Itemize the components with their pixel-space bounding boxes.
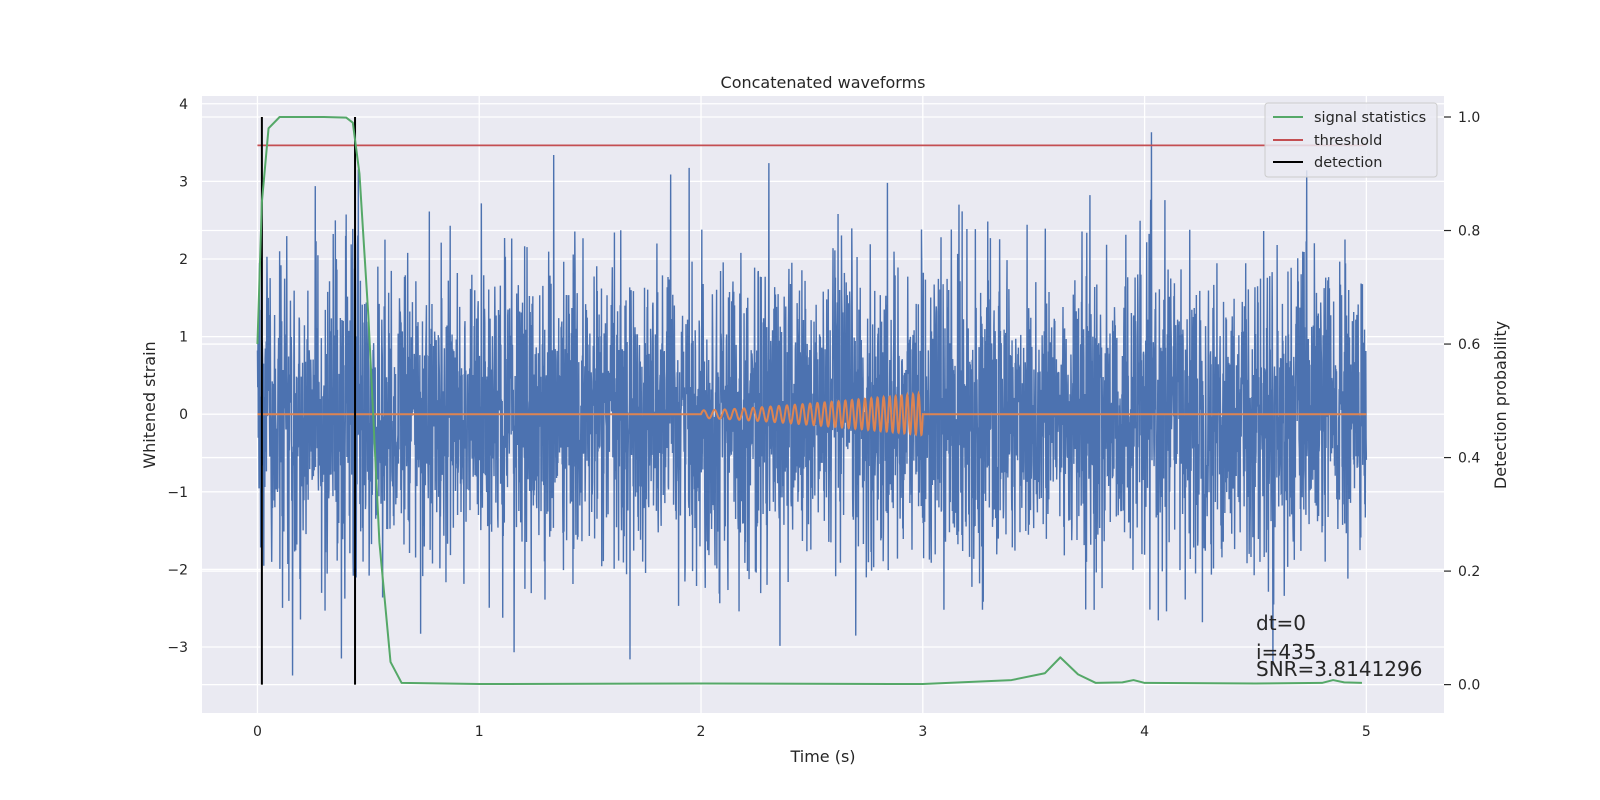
series-signal-statistics bbox=[256, 116, 1362, 686]
y-tick-label: −1 bbox=[167, 485, 188, 501]
series-whitened-strain bbox=[256, 132, 1368, 676]
annotation-snr: SNR=3.8141296 bbox=[1256, 657, 1422, 681]
right-axis-ticks: 0.0 0.2 0.4 0.6 0.8 1.0 bbox=[1444, 110, 1480, 694]
x-tick-label: 0 bbox=[253, 724, 262, 740]
x-axis-ticks: 0 1 2 3 4 5 bbox=[253, 724, 1371, 740]
annotation-index: i=435 bbox=[1256, 640, 1317, 664]
x-tick-label: 2 bbox=[697, 724, 706, 740]
x-tick-label: 5 bbox=[1362, 724, 1371, 740]
series-injected-signal bbox=[257, 390, 1367, 437]
legend-label-detection: detection bbox=[1314, 155, 1382, 171]
right-tick-label: 0.2 bbox=[1458, 564, 1480, 580]
legend-box bbox=[1264, 102, 1438, 178]
right-tick-label: 0.8 bbox=[1458, 224, 1480, 240]
legend-label-signal-statistics: signal statistics bbox=[1314, 110, 1426, 126]
y-tick-label: 3 bbox=[179, 174, 188, 190]
left-axis-ticks: −3 −2 −1 0 1 2 3 4 bbox=[167, 97, 188, 656]
x-tick-label: 4 bbox=[1140, 724, 1149, 740]
annotation-dt: dt=0 bbox=[1256, 611, 1306, 635]
right-tick-label: 0.0 bbox=[1458, 678, 1480, 694]
y-tick-label: 2 bbox=[179, 252, 188, 268]
right-tick-label: 0.4 bbox=[1458, 451, 1480, 467]
x-tick-label: 3 bbox=[918, 724, 927, 740]
legend: signal statistics threshold detection bbox=[1264, 102, 1438, 178]
y-tick-label: 4 bbox=[179, 97, 188, 113]
series-layer bbox=[256, 116, 1368, 686]
y-axis-label: Whitened strain bbox=[140, 341, 159, 468]
y-tick-label: 1 bbox=[179, 330, 188, 346]
right-tick-label: 1.0 bbox=[1458, 110, 1480, 126]
y-tick-label: 0 bbox=[179, 407, 188, 423]
chart-title: Concatenated waveforms bbox=[721, 73, 926, 92]
right-tick-label: 0.6 bbox=[1458, 337, 1480, 353]
legend-label-threshold: threshold bbox=[1314, 133, 1382, 149]
y-axis-label-right: Detection probability bbox=[1491, 321, 1510, 489]
y-tick-label: −3 bbox=[167, 640, 188, 656]
x-tick-label: 1 bbox=[475, 724, 484, 740]
y-tick-label: −2 bbox=[167, 562, 188, 578]
x-axis-label: Time (s) bbox=[789, 747, 855, 766]
